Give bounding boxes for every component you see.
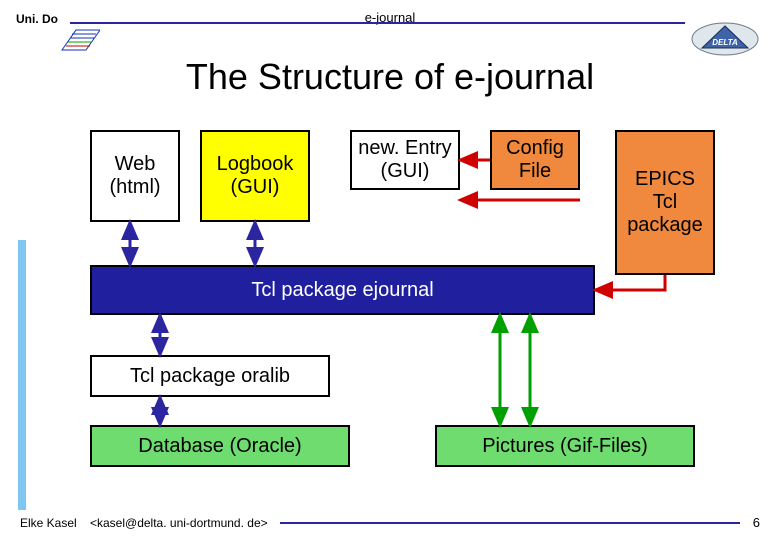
header-unido: Uni. Do [16, 12, 58, 26]
box-database: Database (Oracle) [90, 425, 350, 467]
box-logbook: Logbook (GUI) [200, 130, 310, 222]
box-oralib: Tcl package oralib [90, 355, 330, 397]
box-epics: EPICS Tcl package [615, 130, 715, 275]
delta-logo-icon: DELTA [690, 20, 760, 58]
unido-logo-icon [60, 26, 100, 52]
slide-title: The Structure of e-journal [0, 56, 780, 98]
left-accent-bar [18, 240, 26, 510]
header-rule [70, 22, 685, 24]
footer-author: Elke Kasel [20, 516, 77, 530]
box-ejournal: Tcl package ejournal [90, 265, 595, 315]
footer-page-number: 6 [749, 515, 764, 530]
slide-page: Uni. Do e-journal DELTA The Structure of… [0, 0, 780, 540]
footer-email: <kasel@delta. uni-dortmund. de> [90, 516, 268, 530]
footer-rule [280, 522, 740, 524]
box-config: Config File [490, 130, 580, 190]
box-web: Web (html) [90, 130, 180, 222]
svg-text:DELTA: DELTA [712, 38, 738, 47]
box-newentry: new. Entry (GUI) [350, 130, 460, 190]
box-pictures: Pictures (Gif-Files) [435, 425, 695, 467]
